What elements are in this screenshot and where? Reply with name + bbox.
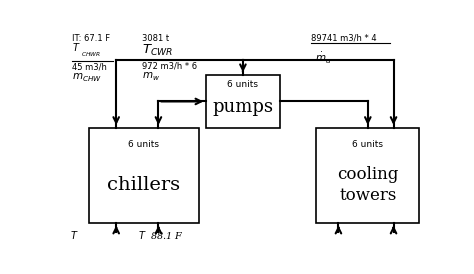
Text: 6 units: 6 units (128, 140, 159, 149)
Text: 972 m3/h * 6: 972 m3/h * 6 (142, 61, 197, 70)
Text: $T$  88.1 F: $T$ 88.1 F (138, 229, 184, 241)
Text: $T$: $T$ (72, 41, 81, 53)
Text: $\dot{m}_{w}$: $\dot{m}_{w}$ (142, 68, 160, 82)
Text: $\dot{m}_{CHW}$: $\dot{m}_{CHW}$ (72, 68, 102, 84)
Text: 3081 t: 3081 t (142, 34, 169, 43)
Bar (206, 75, 280, 128)
Text: chillers: chillers (107, 176, 180, 194)
Text: 6 units: 6 units (352, 140, 383, 149)
Text: IT: 67.1 F: IT: 67.1 F (72, 34, 110, 43)
Text: $T_{CWR}$: $T_{CWR}$ (142, 43, 173, 58)
Text: 6 units: 6 units (228, 80, 258, 89)
Text: $T$: $T$ (70, 229, 79, 241)
Text: cooling
towers: cooling towers (337, 166, 399, 204)
Text: $_{CHWR}$: $_{CHWR}$ (81, 50, 100, 59)
Bar (89, 128, 199, 223)
Text: $\dot{m}_{a}$: $\dot{m}_{a}$ (315, 51, 331, 66)
Bar (316, 128, 419, 223)
Text: 45 m3/h: 45 m3/h (72, 62, 107, 71)
Text: pumps: pumps (212, 98, 273, 116)
Text: 89741 m3/h * 4: 89741 m3/h * 4 (311, 34, 376, 43)
